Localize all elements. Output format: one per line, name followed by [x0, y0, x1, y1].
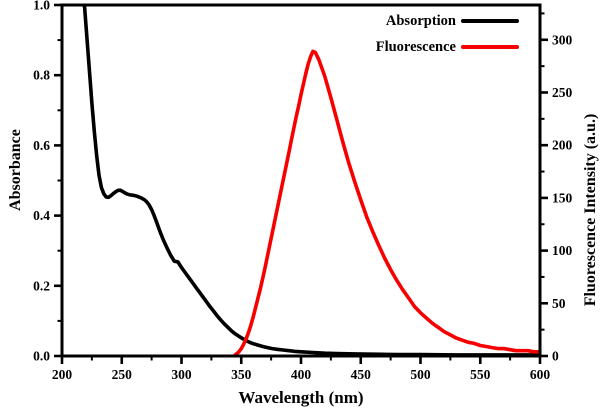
y-left-tick-label: 0.0 — [33, 349, 50, 364]
legend-line-absorption-swatch — [461, 18, 519, 24]
legend-item-absorption: Absorption — [376, 8, 519, 34]
x-tick-label: 500 — [410, 367, 431, 382]
y-left-tick-label: 0.8 — [33, 68, 50, 83]
legend: Absorption Fluorescence — [376, 8, 519, 60]
y-left-tick-label: 0.4 — [33, 208, 50, 223]
y-left-tick-label: 0.6 — [33, 138, 50, 153]
series-group — [82, 5, 540, 356]
y-left-tick-label: 1.0 — [33, 0, 50, 13]
x-tick-label: 300 — [171, 367, 192, 382]
y-right-tick-label: 50 — [552, 296, 566, 311]
y-axis-left-title: Absorbance — [7, 129, 24, 211]
x-tick-label: 600 — [530, 367, 551, 382]
x-tick-label: 350 — [231, 367, 252, 382]
y-right-tick-label: 0 — [552, 349, 559, 364]
x-tick-label: 400 — [291, 367, 312, 382]
legend-item-fluorescence: Fluorescence — [376, 34, 519, 60]
x-tick-label: 550 — [470, 367, 491, 382]
y-right-tick-label: 200 — [552, 138, 573, 153]
legend-line-fluorescence-swatch — [461, 44, 519, 50]
series-fluorescence — [232, 49, 540, 356]
series-absorption — [82, 5, 540, 356]
x-tick-label: 250 — [112, 367, 133, 382]
y-right-tick-label: 300 — [552, 32, 573, 47]
y-right-tick-label: 100 — [552, 243, 573, 258]
legend-label-absorption: Absorption — [385, 12, 456, 29]
y-right-tick-label: 250 — [552, 85, 573, 100]
legend-label-fluorescence: Fluorescence — [375, 38, 456, 55]
plot-frame — [60, 3, 542, 358]
x-axis-title: Wavelength (nm) — [238, 388, 364, 407]
x-tick-label: 450 — [351, 367, 372, 382]
y-axis-right-title: Fluorescence Intensity (a.u.) — [582, 113, 599, 307]
x-tick-label: 200 — [52, 367, 73, 382]
y-left-tick-label: 0.2 — [33, 278, 50, 293]
y-right-tick-label: 150 — [552, 190, 573, 205]
